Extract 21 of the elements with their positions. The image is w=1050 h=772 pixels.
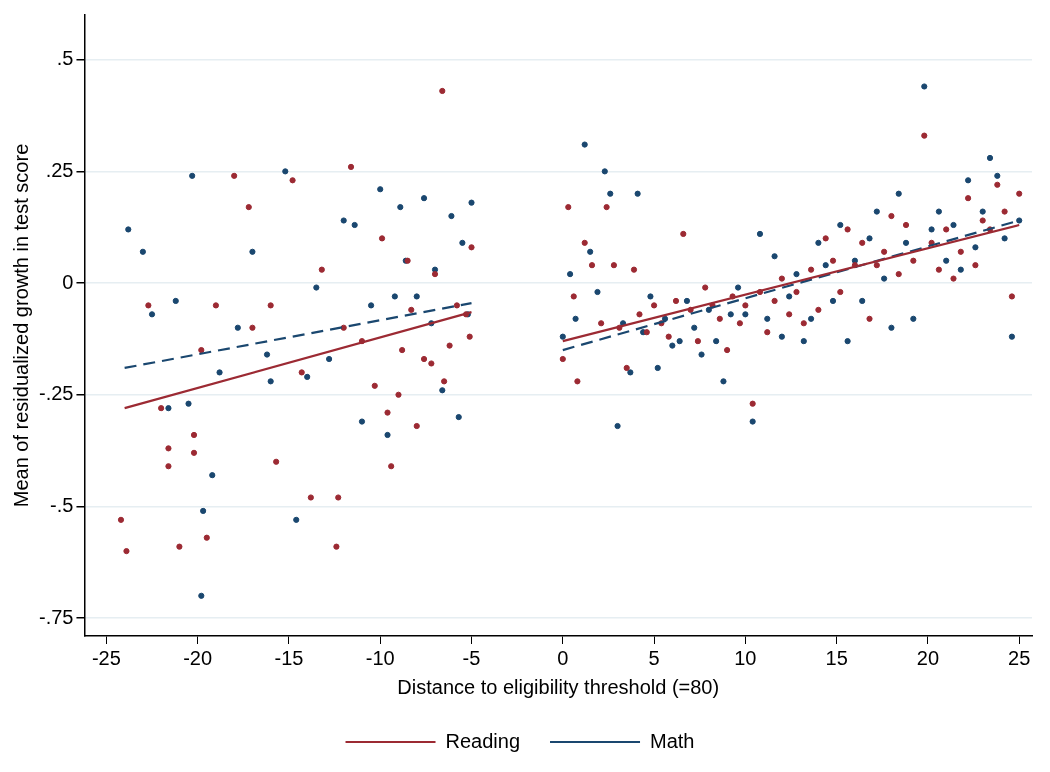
- x-tick-label: -20: [183, 646, 213, 669]
- x-tick-label: -25: [91, 646, 121, 669]
- x-tick-label: 20: [916, 646, 940, 669]
- y-tick-label: .5: [56, 47, 74, 70]
- x-tick-label: 25: [1008, 646, 1031, 669]
- x-tick-label: 15: [825, 646, 848, 669]
- x-tick-label: -15: [274, 646, 304, 669]
- y-tick-label: -.5: [50, 493, 74, 516]
- x-tick-label: 10: [734, 646, 757, 669]
- y-tick-label: 0: [62, 270, 74, 293]
- x-tick-label: -10: [365, 646, 395, 669]
- y-tick-label: -.75: [38, 605, 74, 628]
- y-tick-label: .25: [45, 158, 74, 181]
- legend-label: Reading: [445, 729, 521, 752]
- x-axis-title: Distance to eligibility threshold (=80): [397, 675, 720, 698]
- x-tick-label: -5: [462, 646, 481, 669]
- x-tick-label: 0: [557, 646, 569, 669]
- x-tick-label: 5: [648, 646, 660, 669]
- legend-label: Math: [650, 729, 695, 752]
- y-tick-label: -.25: [38, 382, 74, 405]
- y-axis-title: Mean of residualized growth in test score: [9, 143, 32, 508]
